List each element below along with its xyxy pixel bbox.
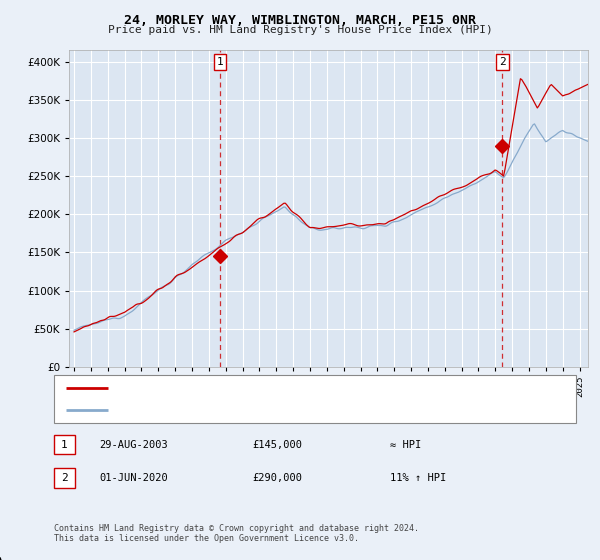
Text: 11% ↑ HPI: 11% ↑ HPI (390, 473, 446, 483)
Text: 1: 1 (217, 57, 223, 67)
Text: 2: 2 (61, 473, 68, 483)
Text: HPI: Average price, detached house, Fenland: HPI: Average price, detached house, Fenl… (117, 405, 370, 415)
Text: £290,000: £290,000 (252, 473, 302, 483)
Text: 24, MORLEY WAY, WIMBLINGTON, MARCH, PE15 0NR: 24, MORLEY WAY, WIMBLINGTON, MARCH, PE15… (124, 14, 476, 27)
Text: Contains HM Land Registry data © Crown copyright and database right 2024.: Contains HM Land Registry data © Crown c… (54, 524, 419, 533)
Text: 29-AUG-2003: 29-AUG-2003 (99, 440, 168, 450)
Text: 2: 2 (499, 57, 506, 67)
Text: 24, MORLEY WAY, WIMBLINGTON, MARCH, PE15 0NR (detached house): 24, MORLEY WAY, WIMBLINGTON, MARCH, PE15… (117, 383, 475, 393)
Text: £145,000: £145,000 (252, 440, 302, 450)
Text: This data is licensed under the Open Government Licence v3.0.: This data is licensed under the Open Gov… (54, 534, 359, 543)
Text: 01-JUN-2020: 01-JUN-2020 (99, 473, 168, 483)
Text: 1: 1 (61, 440, 68, 450)
Text: ≈ HPI: ≈ HPI (390, 440, 421, 450)
Text: Price paid vs. HM Land Registry's House Price Index (HPI): Price paid vs. HM Land Registry's House … (107, 25, 493, 35)
